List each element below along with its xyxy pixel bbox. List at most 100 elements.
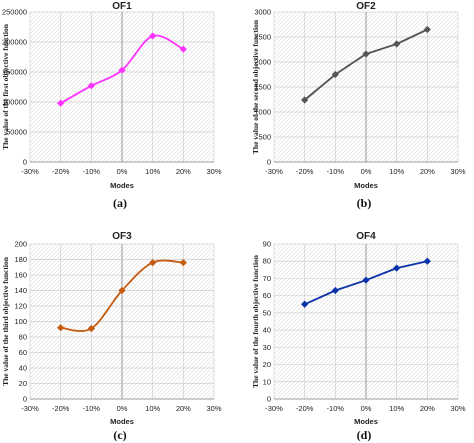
data-point [87, 324, 95, 333]
x-tick-label: 10% [389, 167, 404, 176]
data-point [179, 259, 187, 267]
data-point [57, 99, 65, 107]
data-point [57, 324, 65, 332]
y-tick-label: 140 [14, 286, 27, 295]
chart-title: OF3 [112, 231, 132, 242]
x-tick-label: -30% [265, 167, 283, 176]
x-tick-label: 0% [117, 404, 128, 413]
y-tick-label: 30 [263, 343, 271, 352]
chart-panel-2: 0 500 1000 1500 2000 2500 3000 -30% -20% -10% 0% 10… [251, 1, 466, 210]
y-tick-label: 2000 [254, 58, 271, 67]
x-tick-label: -10% [327, 404, 345, 413]
data-point [179, 45, 187, 53]
x-tick-label: 30% [450, 404, 465, 413]
x-axis-label: Modes [110, 181, 134, 190]
data-point [118, 66, 126, 74]
data-point [362, 276, 370, 284]
data-point [331, 286, 339, 295]
data-point [331, 70, 339, 79]
y-tick-label: 50 [263, 308, 271, 317]
panel-label: (c) [113, 428, 126, 442]
y-tick-label: 90 [263, 240, 271, 249]
y-tick-label: 20 [19, 379, 27, 388]
data-point [362, 50, 370, 58]
y-axis-label: The value of the first objective functio… [1, 23, 10, 150]
x-tick-label: -30% [21, 404, 39, 413]
x-tick-label: -20% [52, 167, 70, 176]
y-tick-label: 250000 [2, 8, 27, 17]
data-point [393, 264, 401, 272]
y-tick-label: 40 [263, 326, 271, 335]
chart-panel-3: 0 20 40 60 80 100 120 140 160 180 200 -30% -20% -10% 0… [1, 231, 222, 442]
y-axis-label: The value of the fourth objective functi… [251, 254, 260, 388]
chart-title: OF1 [112, 1, 132, 12]
chart-title: OF4 [356, 231, 376, 242]
y-tick-label: 60 [19, 348, 27, 357]
y-tick-label: 80 [19, 333, 27, 342]
y-tick-label: 0 [23, 395, 27, 404]
y-tick-label: 200000 [2, 38, 27, 47]
x-tick-label: 20% [176, 167, 191, 176]
x-tick-label: -30% [21, 167, 39, 176]
x-axis-label: Modes [354, 417, 378, 426]
x-tick-label: 20% [420, 404, 435, 413]
y-tick-label: 1000 [254, 108, 271, 117]
x-tick-label: 20% [176, 404, 191, 413]
x-tick-label: 30% [206, 167, 221, 176]
x-tick-label: 0% [117, 167, 128, 176]
y-tick-label: 10 [263, 377, 271, 386]
y-tick-label: 80 [263, 257, 271, 266]
y-tick-label: 50000 [6, 128, 27, 137]
x-axis-label: Modes [354, 181, 378, 190]
data-point [423, 257, 431, 265]
y-tick-label: 200 [14, 240, 27, 249]
y-tick-label: 60 [263, 291, 271, 300]
y-tick-label: 1500 [254, 83, 271, 92]
data-point [149, 32, 157, 40]
x-tick-label: -10% [327, 167, 345, 176]
y-tick-label: 150000 [2, 68, 27, 77]
x-tick-label: -20% [296, 167, 314, 176]
x-tick-label: 30% [206, 404, 221, 413]
y-tick-label: 3000 [254, 8, 271, 17]
x-tick-label: -20% [52, 404, 70, 413]
x-tick-label: 10% [389, 404, 404, 413]
chart-title: OF2 [356, 1, 376, 12]
y-tick-label: 20 [263, 360, 271, 369]
y-axis-label: The value of the third objective functio… [1, 256, 10, 386]
x-tick-label: 10% [145, 404, 160, 413]
data-point [423, 25, 431, 34]
y-tick-label: 100000 [2, 98, 27, 107]
y-tick-label: 0 [267, 158, 271, 167]
data-point [393, 40, 401, 48]
y-tick-label: 160 [14, 271, 27, 280]
x-tick-label: -10% [83, 167, 101, 176]
x-tick-label: 0% [361, 167, 372, 176]
chart-panel-1: 0 50000 100000 150000 200000 250000 -30% -20% -1… [1, 1, 222, 210]
y-tick-label: 180 [14, 255, 27, 264]
y-tick-label: 500 [258, 133, 271, 142]
x-tick-label: -30% [265, 404, 283, 413]
panel-label: (d) [357, 428, 372, 442]
x-tick-label: 0% [361, 404, 372, 413]
data-point [118, 286, 126, 295]
x-tick-label: -10% [83, 404, 101, 413]
y-tick-label: 2500 [254, 33, 271, 42]
panel-label: (a) [113, 196, 127, 210]
y-tick-label: 0 [267, 395, 271, 404]
data-point [149, 259, 157, 267]
data-point [301, 300, 309, 308]
y-tick-label: 70 [263, 274, 271, 283]
y-tick-label: 120 [14, 302, 27, 311]
x-axis-label: Modes [110, 417, 134, 426]
x-tick-label: -20% [296, 404, 314, 413]
chart-panel-4: 0 10 20 30 40 50 60 70 80 90 -30% -20% -10% 0% 10% 20% 3… [251, 231, 466, 442]
data-point [301, 96, 309, 104]
x-tick-label: 20% [420, 167, 435, 176]
x-tick-label: 30% [450, 167, 465, 176]
y-tick-label: 40 [19, 364, 27, 373]
y-axis-label: The value of the second objective functi… [251, 19, 260, 154]
data-point [87, 82, 95, 90]
y-tick-label: 0 [23, 158, 27, 167]
